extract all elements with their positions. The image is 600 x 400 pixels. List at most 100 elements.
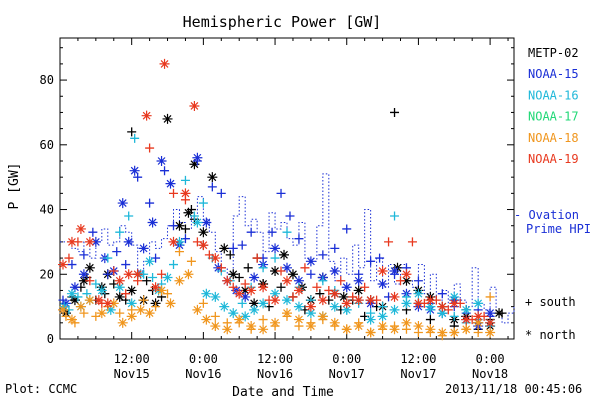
point-noaa-15-north (192, 152, 203, 163)
point-noaa-19-north (141, 110, 152, 121)
point-metp-02-north (287, 269, 298, 280)
y-axis-label: P [GW] (7, 163, 22, 210)
point-noaa-19-north (102, 298, 113, 309)
point-noaa-19-north (150, 282, 161, 293)
point-noaa-19-north (168, 236, 179, 247)
point-noaa-15-south (342, 224, 352, 234)
point-noaa-18-north (437, 327, 448, 338)
point-noaa-19-north (222, 275, 233, 286)
point-noaa-19-south (216, 263, 226, 273)
point-noaa-16-south (103, 253, 113, 263)
point-noaa-18-south (258, 315, 268, 325)
point-noaa-15-north (249, 272, 260, 283)
point-noaa-15-north (60, 298, 71, 309)
point-noaa-15-north (69, 282, 80, 293)
point-noaa-19-north (365, 295, 376, 306)
point-noaa-15-north (305, 256, 316, 267)
point-noaa-19-north (84, 236, 95, 247)
point-noaa-16-north (401, 298, 412, 309)
point-noaa-16-north (66, 288, 77, 299)
point-noaa-16-north (341, 304, 352, 315)
point-noaa-16-north (59, 301, 70, 312)
y-tick-label: 0 (47, 332, 54, 346)
point-metp-02-north (353, 285, 364, 296)
point-noaa-15-north (123, 236, 134, 247)
point-noaa-16-south (237, 298, 247, 308)
point-noaa-15-north (270, 243, 281, 254)
legend-metp-02: METP-02 (528, 46, 579, 60)
point-noaa-18-north (183, 269, 194, 280)
point-noaa-16-north (329, 301, 340, 312)
point-noaa-16-north (377, 311, 388, 322)
point-noaa-15-north (485, 308, 496, 319)
point-noaa-15-south (294, 234, 304, 244)
point-noaa-15-north (156, 155, 167, 166)
point-noaa-16-south (318, 276, 328, 286)
point-noaa-19-north (123, 269, 134, 280)
point-noaa-19-north (159, 58, 170, 69)
x-tick-time-label: 12:00 (114, 352, 150, 366)
point-noaa-16-south (449, 311, 459, 321)
point-noaa-16-north (126, 298, 137, 309)
point-noaa-18-north (473, 317, 484, 328)
point-noaa-19-south (240, 279, 250, 289)
x-axis-label: Date and Time (232, 385, 334, 400)
point-noaa-18-south (485, 292, 495, 302)
point-noaa-18-north (246, 321, 257, 332)
point-noaa-15-south (285, 211, 295, 221)
legend-ovation-line1: - Ovation (514, 208, 579, 222)
point-metp-02-north (249, 298, 260, 309)
point-noaa-18-south (174, 247, 184, 257)
point-noaa-18-north (282, 308, 292, 319)
point-noaa-15-south (237, 240, 247, 250)
point-metp-02-north (162, 113, 173, 124)
point-noaa-15-south (88, 227, 98, 237)
point-noaa-15-south (437, 289, 447, 299)
point-noaa-16-north (365, 314, 376, 325)
point-metp-02-north (126, 285, 137, 296)
point-noaa-16-north (473, 298, 484, 309)
point-noaa-16-south (282, 227, 292, 237)
point-noaa-19-north (449, 298, 460, 309)
point-noaa-19-south (157, 269, 167, 279)
point-noaa-15-north (147, 217, 158, 228)
point-noaa-18-north (192, 304, 203, 315)
point-noaa-19-south (336, 276, 346, 286)
point-noaa-19-north (198, 240, 209, 251)
point-noaa-19-south (145, 143, 155, 153)
point-noaa-18-north (341, 324, 352, 335)
point-noaa-15-north (90, 236, 101, 247)
point-noaa-15-north (129, 165, 140, 176)
point-noaa-16-south (378, 302, 388, 312)
point-noaa-16-south (124, 211, 134, 221)
point-noaa-18-south (151, 302, 161, 312)
point-metp-02-north (401, 275, 412, 286)
point-noaa-15-south (121, 260, 131, 270)
point-noaa-19-south (407, 237, 417, 247)
point-noaa-16-south (198, 198, 208, 208)
point-noaa-15-south (366, 256, 376, 266)
point-noaa-18-north (84, 295, 95, 306)
point-metp-02-south (425, 315, 435, 325)
point-noaa-16-north (210, 291, 221, 302)
x-tick-time-label: 0:00 (476, 352, 505, 366)
point-noaa-19-north (210, 253, 221, 264)
point-metp-02-north (174, 220, 185, 231)
legend: METP-02 NOAA-15 NOAA-16 NOAA-17 NOAA-18 NOAA-… (514, 46, 591, 342)
point-metp-02-north (114, 291, 125, 302)
point-noaa-15-south (228, 243, 238, 253)
point-noaa-16-north (228, 308, 239, 319)
point-noaa-18-north (317, 311, 328, 322)
point-metp-02-north (198, 227, 209, 238)
point-noaa-16-north (96, 285, 107, 296)
y-tick-label: 20 (40, 267, 54, 281)
point-noaa-15-south (246, 227, 256, 237)
y-tick-label: 40 (40, 203, 54, 217)
plot-credit: Plot: CCMC (5, 382, 78, 396)
plot-layer: 02040608012:00Nov150:00Nov1612:00Nov160:… (40, 37, 515, 381)
point-noaa-18-north (117, 317, 128, 328)
point-noaa-19-north (57, 259, 68, 270)
point-noaa-19-south (109, 266, 119, 276)
x-tick-time-label: 12:00 (400, 352, 436, 366)
x-tick-date-label: Nov18 (472, 367, 508, 381)
